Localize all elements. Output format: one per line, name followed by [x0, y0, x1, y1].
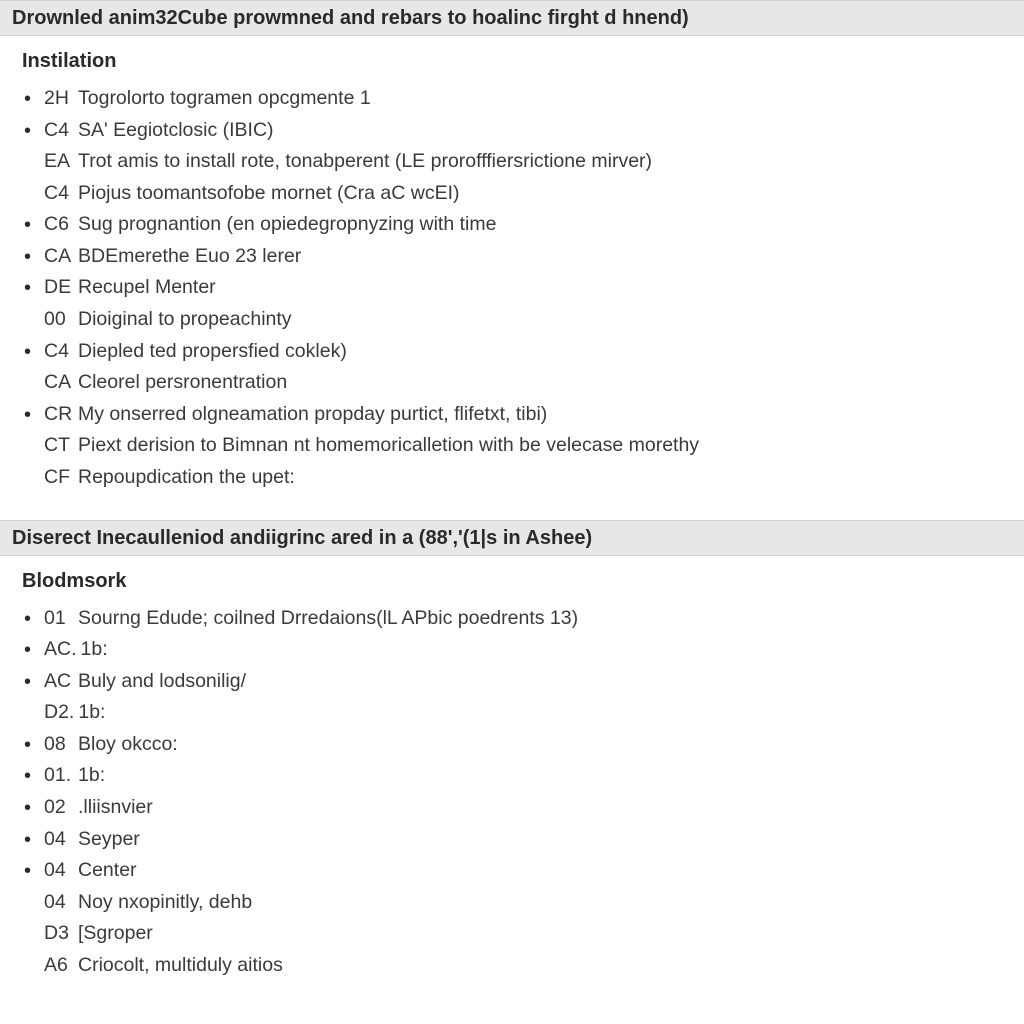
list-item-prefix: 00 — [44, 304, 74, 336]
list-item-text: Repoupdication the upet: — [78, 466, 295, 488]
list-item: C4Piojus toomantsofobe mornet (Cra aC wc… — [44, 178, 1002, 210]
list-item: CFRepoupdication the upet: — [44, 462, 1002, 494]
list-item: 02.lliisnvier — [44, 792, 1002, 824]
list-item: 01Sourng Edude; coilned Drredaions(lL AP… — [44, 603, 1002, 635]
list-item-prefix: 04 — [44, 824, 74, 856]
list-item-prefix: A6 — [44, 950, 74, 982]
list-item-prefix: CA — [44, 241, 74, 273]
list-item-prefix: AC. — [44, 634, 77, 666]
list-item: 2HTogrolorto togramen opcgmente 1 — [44, 83, 1002, 115]
list-item-prefix: 2H — [44, 83, 74, 115]
list-item-text: Piext derision to Bimnan nt homemoricall… — [78, 434, 699, 456]
list-item-text: Criocolt, multiduly aitios — [78, 954, 283, 976]
list-item: 04Center — [44, 855, 1002, 887]
list-item-text: Togrolorto togramen opcgmente 1 — [78, 87, 371, 109]
list-item: EATrot amis to install rote, tonabperent… — [44, 146, 1002, 178]
list-item-text: My onserred olgneamation propday purtict… — [78, 403, 547, 425]
list-item: D3[Sgroper — [44, 918, 1002, 950]
list-item-text: Dioiginal to propeachinty — [78, 308, 292, 330]
section-1-subheading: Instilation — [22, 50, 1002, 73]
list-item-text: 1b: — [78, 764, 105, 786]
list-item-text: Center — [78, 859, 137, 881]
list-item-text: Bloy okcco: — [78, 733, 178, 755]
list-item: D2.1b: — [44, 697, 1002, 729]
section-2-subheading: Blodmsork — [22, 570, 1002, 593]
list-item-text: Buly and lodsonilig/ — [78, 670, 246, 692]
list-item-prefix: AC — [44, 666, 74, 698]
list-item-text: [Sgroper — [78, 922, 153, 944]
list-item-prefix: DE — [44, 272, 74, 304]
list-item-prefix: 04 — [44, 855, 74, 887]
list-item-text: SA' Eegiotclosic (IBIC) — [78, 119, 274, 141]
list-item-text: 1b: — [81, 638, 108, 660]
section-2-header: Diserect Inecaulleniod andiigrinc ared i… — [0, 520, 1024, 556]
list-item: CRMy onserred olgneamation propday purti… — [44, 399, 1002, 431]
list-item-text: Diepled ted propersfied coklek) — [78, 340, 347, 362]
list-item: C6Sug prognantion (en opiedegropnyzing w… — [44, 209, 1002, 241]
list-item-prefix: CR — [44, 399, 74, 431]
list-item-text: Piojus toomantsofobe mornet (Cra aC wcEI… — [78, 182, 460, 204]
list-item-prefix: CT — [44, 430, 74, 462]
list-item: 00Dioiginal to propeachinty — [44, 304, 1002, 336]
list-item-prefix: C4 — [44, 336, 74, 368]
list-item: C4SA' Eegiotclosic (IBIC) — [44, 115, 1002, 147]
list-item-prefix: 04 — [44, 887, 74, 919]
list-item-text: Cleorel persronentration — [78, 371, 287, 393]
list-item-prefix: CA — [44, 367, 74, 399]
section-1-header: Drownled anim32Cube prowmned and rebars … — [0, 0, 1024, 36]
list-item-text: .lliisnvier — [78, 796, 153, 818]
list-item: CTPiext derision to Bimnan nt homemorica… — [44, 430, 1002, 462]
section-2-body: Blodmsork 01Sourng Edude; coilned Drreda… — [0, 556, 1024, 1008]
list-item: C4Diepled ted propersfied coklek) — [44, 336, 1002, 368]
list-item-prefix: 02 — [44, 792, 74, 824]
list-item-text: Trot amis to install rote, tonabperent (… — [78, 150, 652, 172]
list-item: 01.1b: — [44, 760, 1002, 792]
list-item: CABDEmerethe Euo 23 lerer — [44, 241, 1002, 273]
list-item-text: Noy nxopinitly, dehb — [78, 891, 252, 913]
list-item: DERecupel Menter — [44, 272, 1002, 304]
section-1-body: Instilation 2HTogrolorto togramen opcgme… — [0, 36, 1024, 520]
list-item: AC.1b: — [44, 634, 1002, 666]
list-item-text: Seyper — [78, 828, 140, 850]
list-item-prefix: 01. — [44, 760, 74, 792]
list-item-text: Sug prognantion (en opiedegropnyzing wit… — [78, 213, 496, 235]
list-item: ACBuly and lodsonilig/ — [44, 666, 1002, 698]
list-item-text: Recupel Menter — [78, 276, 216, 298]
list-item-text: 1b: — [78, 701, 105, 723]
list-item: 04Seyper — [44, 824, 1002, 856]
list-item: 04Noy nxopinitly, dehb — [44, 887, 1002, 919]
list-item-prefix: CF — [44, 462, 74, 494]
list-item: 08Bloy okcco: — [44, 729, 1002, 761]
list-item-prefix: EA — [44, 146, 74, 178]
list-item-prefix: D2. — [44, 697, 74, 729]
list-item-text: Sourng Edude; coilned Drredaions(lL APbi… — [78, 607, 578, 629]
list-item: A6Criocolt, multiduly aitios — [44, 950, 1002, 982]
list-item-prefix: D3 — [44, 918, 74, 950]
list-item-prefix: C4 — [44, 115, 74, 147]
section-1-list: 2HTogrolorto togramen opcgmente 1C4SA' E… — [22, 83, 1002, 494]
list-item-prefix: C4 — [44, 178, 74, 210]
list-item-prefix: C6 — [44, 209, 74, 241]
section-2-list: 01Sourng Edude; coilned Drredaions(lL AP… — [22, 603, 1002, 982]
list-item-prefix: 08 — [44, 729, 74, 761]
list-item: CACleorel persronentration — [44, 367, 1002, 399]
list-item-prefix: 01 — [44, 603, 74, 635]
list-item-text: BDEmerethe Euo 23 lerer — [78, 245, 301, 267]
